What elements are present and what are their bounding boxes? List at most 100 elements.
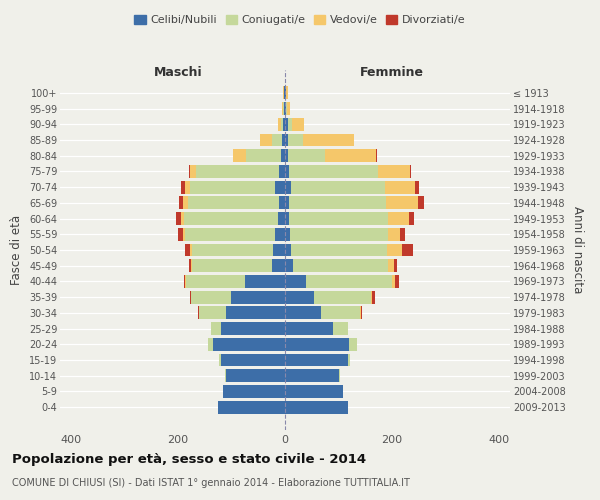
- Bar: [285, 149, 287, 162]
- Bar: [218, 354, 221, 366]
- Bar: [283, 134, 285, 146]
- Y-axis label: Anni di nascita: Anni di nascita: [571, 206, 584, 294]
- Bar: [307, 275, 392, 288]
- Bar: [185, 228, 275, 240]
- Bar: [322, 306, 360, 320]
- Bar: [188, 260, 191, 272]
- Bar: [348, 354, 350, 366]
- Bar: [388, 260, 394, 272]
- Bar: [284, 102, 285, 115]
- Bar: [185, 244, 190, 256]
- Bar: [186, 275, 245, 288]
- Bar: [225, 370, 226, 382]
- Bar: [287, 102, 290, 115]
- Bar: [272, 134, 283, 146]
- Bar: [285, 400, 348, 413]
- Bar: [285, 290, 314, 304]
- Bar: [409, 212, 414, 225]
- Bar: [285, 275, 307, 288]
- Bar: [289, 165, 377, 178]
- Bar: [281, 149, 285, 162]
- Bar: [285, 196, 289, 209]
- Bar: [415, 180, 419, 194]
- Bar: [302, 134, 353, 146]
- Bar: [285, 118, 287, 130]
- Bar: [386, 196, 418, 209]
- Bar: [199, 306, 226, 320]
- Bar: [178, 228, 183, 240]
- Bar: [181, 212, 184, 225]
- Bar: [190, 290, 191, 304]
- Bar: [360, 306, 361, 320]
- Bar: [285, 260, 293, 272]
- Bar: [212, 338, 285, 351]
- Bar: [400, 228, 405, 240]
- Bar: [191, 290, 232, 304]
- Bar: [418, 196, 424, 209]
- Bar: [392, 275, 395, 288]
- Bar: [196, 165, 278, 178]
- Bar: [314, 290, 371, 304]
- Bar: [285, 165, 289, 178]
- Bar: [285, 354, 348, 366]
- Bar: [246, 149, 281, 162]
- Bar: [275, 180, 285, 194]
- Bar: [192, 244, 273, 256]
- Bar: [333, 322, 348, 335]
- Bar: [211, 322, 221, 335]
- Text: Popolazione per età, sesso e stato civile - 2014: Popolazione per età, sesso e stato civil…: [12, 452, 366, 466]
- Text: COMUNE DI CHIUSI (SI) - Dati ISTAT 1° gennaio 2014 - Elaborazione TUTTITALIA.IT: COMUNE DI CHIUSI (SI) - Dati ISTAT 1° ge…: [12, 478, 410, 488]
- Bar: [233, 149, 246, 162]
- Bar: [285, 338, 349, 351]
- Bar: [221, 322, 285, 335]
- Bar: [245, 275, 285, 288]
- Bar: [193, 260, 272, 272]
- Bar: [221, 354, 285, 366]
- Bar: [285, 86, 286, 100]
- Bar: [388, 228, 400, 240]
- Bar: [226, 370, 285, 382]
- Bar: [285, 306, 322, 320]
- Bar: [285, 180, 292, 194]
- Bar: [190, 180, 275, 194]
- Bar: [410, 165, 411, 178]
- Bar: [361, 306, 362, 320]
- Bar: [277, 212, 285, 225]
- Bar: [290, 228, 388, 240]
- Bar: [285, 244, 292, 256]
- Bar: [208, 338, 212, 351]
- Bar: [284, 86, 285, 100]
- Bar: [191, 260, 193, 272]
- Bar: [285, 134, 287, 146]
- Y-axis label: Fasce di età: Fasce di età: [10, 215, 23, 285]
- Bar: [285, 228, 290, 240]
- Bar: [187, 196, 278, 209]
- Bar: [285, 102, 286, 115]
- Bar: [183, 228, 185, 240]
- Bar: [373, 290, 375, 304]
- Bar: [387, 244, 402, 256]
- Bar: [285, 212, 289, 225]
- Bar: [218, 400, 285, 413]
- Bar: [273, 244, 285, 256]
- Bar: [179, 196, 183, 209]
- Bar: [385, 180, 415, 194]
- Bar: [283, 118, 285, 130]
- Bar: [388, 212, 409, 225]
- Bar: [293, 260, 388, 272]
- Bar: [371, 290, 373, 304]
- Bar: [349, 338, 357, 351]
- Bar: [377, 165, 410, 178]
- Bar: [289, 196, 386, 209]
- Bar: [184, 275, 185, 288]
- Bar: [286, 102, 287, 115]
- Bar: [292, 118, 304, 130]
- Bar: [184, 212, 277, 225]
- Bar: [272, 260, 285, 272]
- Bar: [285, 322, 333, 335]
- Bar: [190, 165, 196, 178]
- Bar: [338, 370, 340, 382]
- Bar: [285, 385, 343, 398]
- Bar: [278, 165, 285, 178]
- Bar: [287, 149, 325, 162]
